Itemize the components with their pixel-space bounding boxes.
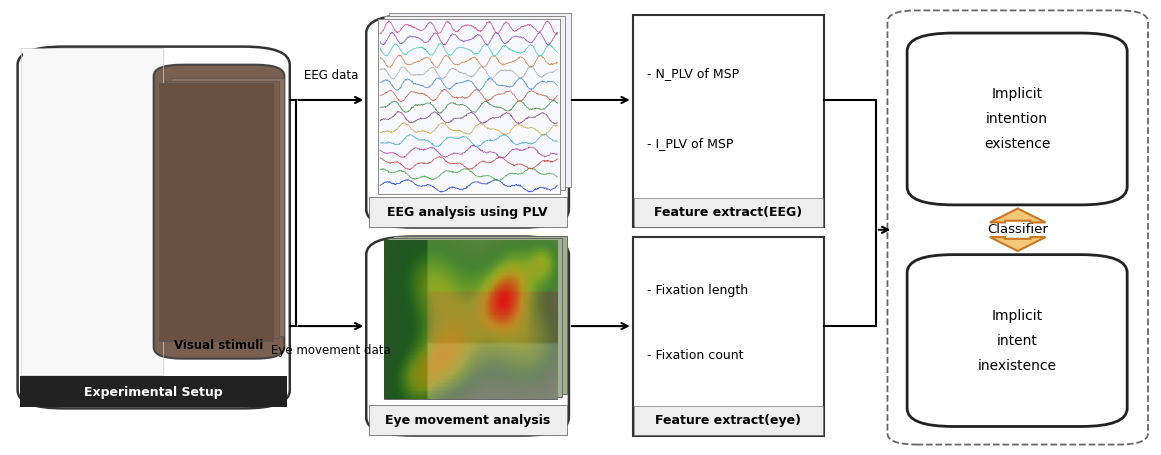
Text: Eye movement analysis: Eye movement analysis: [385, 415, 550, 427]
Bar: [634, 197, 822, 227]
FancyBboxPatch shape: [153, 65, 284, 359]
Bar: [21, 48, 163, 375]
Text: - I_PLV of MSP: - I_PLV of MSP: [647, 136, 733, 150]
Text: Eye movement data: Eye movement data: [271, 344, 391, 357]
Bar: [388, 238, 562, 397]
FancyBboxPatch shape: [907, 255, 1127, 426]
Bar: [633, 15, 823, 228]
FancyArrow shape: [990, 208, 1046, 222]
Text: EEG data: EEG data: [304, 69, 358, 82]
Text: Feature extract(eye): Feature extract(eye): [655, 415, 801, 427]
Bar: [23, 49, 165, 374]
FancyBboxPatch shape: [366, 15, 569, 228]
Bar: [20, 376, 288, 408]
Bar: [368, 405, 567, 435]
Bar: [377, 20, 560, 193]
Bar: [171, 78, 284, 336]
Bar: [634, 406, 822, 435]
Text: EEG analysis using PLV: EEG analysis using PLV: [388, 206, 548, 219]
FancyArrow shape: [990, 237, 1046, 251]
Text: Feature extract(EEG): Feature extract(EEG): [654, 206, 802, 219]
Text: Experimental Setup: Experimental Setup: [85, 386, 223, 399]
FancyBboxPatch shape: [887, 10, 1148, 445]
Bar: [389, 13, 571, 187]
Bar: [392, 236, 567, 394]
FancyBboxPatch shape: [366, 237, 569, 435]
Text: - N_PLV of MSP: - N_PLV of MSP: [647, 67, 738, 80]
Bar: [159, 83, 273, 340]
Text: - Fixation length: - Fixation length: [647, 284, 748, 297]
FancyBboxPatch shape: [907, 33, 1127, 205]
Bar: [383, 16, 565, 190]
Text: - Fixation count: - Fixation count: [647, 349, 743, 362]
Bar: [368, 197, 567, 227]
Text: Implicit
intention
existence: Implicit intention existence: [985, 87, 1051, 151]
Bar: [383, 241, 557, 399]
Text: Implicit
intent
inexistence: Implicit intent inexistence: [978, 308, 1057, 373]
Text: Visual stimuli: Visual stimuli: [174, 339, 264, 352]
Text: Classifier: Classifier: [987, 223, 1048, 236]
Bar: [165, 81, 279, 339]
FancyBboxPatch shape: [17, 46, 290, 409]
Bar: [633, 237, 823, 435]
